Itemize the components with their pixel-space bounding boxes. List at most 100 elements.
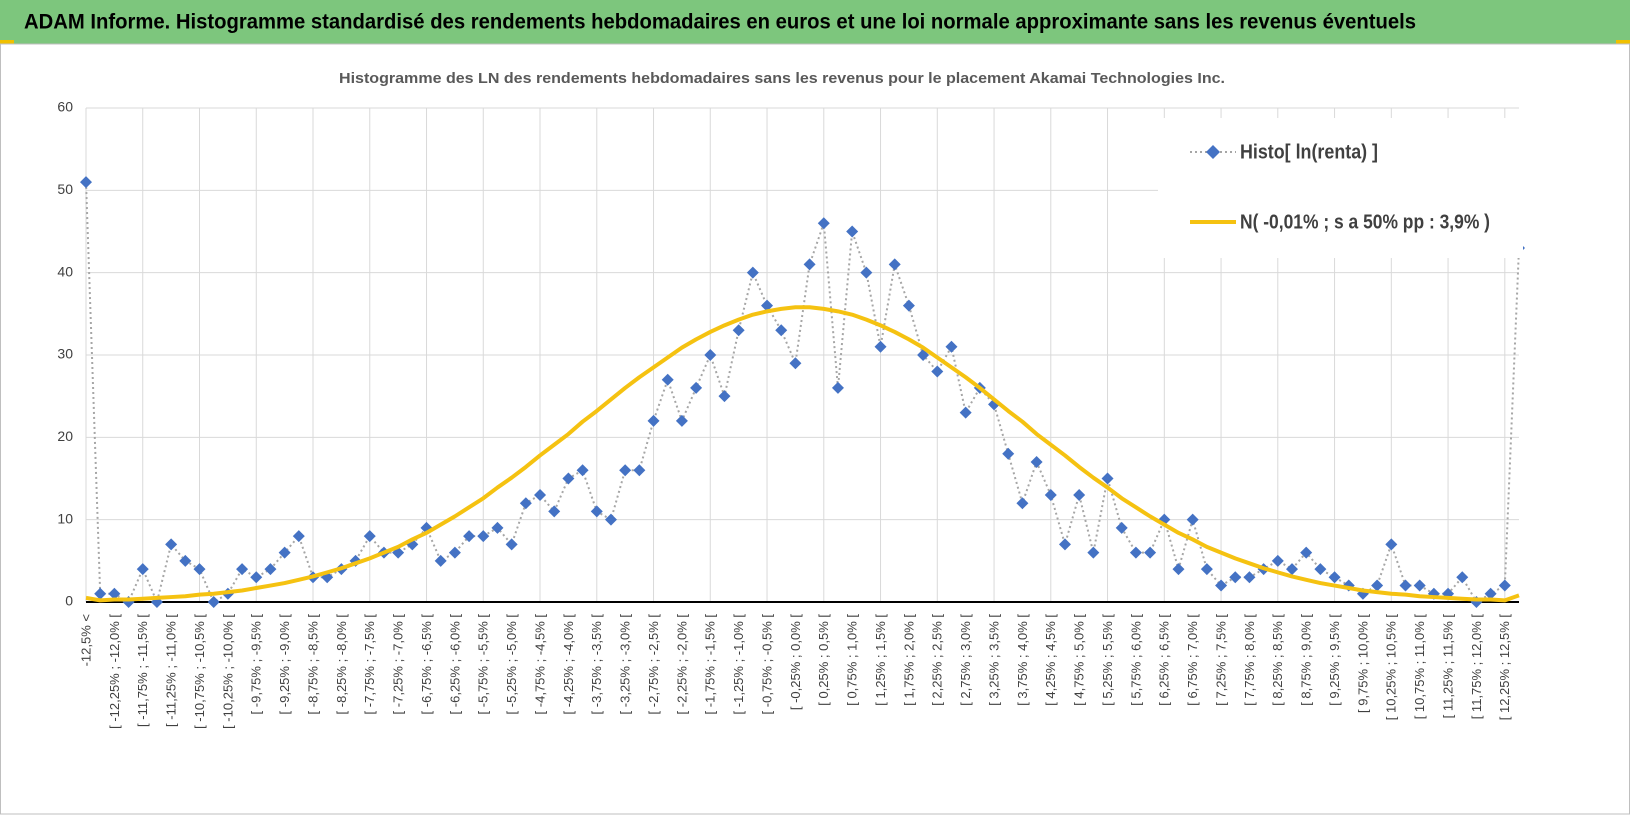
x-tick-label: [ -7,25% ; -7,0% [ — [391, 614, 406, 715]
marker — [1087, 546, 1100, 559]
y-tick-label: 20 — [57, 428, 73, 444]
x-tick-label: [ 10,75% ; 11,0% [ — [1412, 614, 1427, 720]
legend-label: Histo[ ln(renta) ] — [1240, 141, 1378, 163]
x-tick-label: [ 4,25% ; 4,5% [ — [1043, 614, 1058, 706]
marker — [1215, 579, 1228, 592]
marker — [1243, 571, 1256, 584]
x-tick-label: [ -6,75% ; -6,5% [ — [419, 614, 434, 715]
x-tick-label: [ 3,25% ; 3,5% [ — [986, 614, 1001, 706]
marker — [1371, 579, 1384, 592]
header-title: ADAM Informe. Histogramme standardisé de… — [24, 11, 1416, 34]
x-tick-label: [ 1,25% ; 1,5% [ — [873, 614, 888, 706]
marker — [1271, 554, 1284, 567]
marker — [463, 530, 476, 543]
marker — [278, 546, 291, 559]
marker — [1172, 563, 1185, 576]
marker — [1498, 579, 1511, 592]
marker — [803, 258, 816, 271]
marker — [1186, 513, 1199, 526]
header-bar — [0, 0, 1630, 44]
marker — [1413, 579, 1426, 592]
marker — [718, 390, 731, 403]
x-tick-label: [ -0,75% ; -0,5% [ — [759, 614, 774, 715]
x-tick-label: [ -1,25% ; -1,0% [ — [731, 614, 746, 715]
marker — [1101, 472, 1114, 485]
marker — [931, 365, 944, 378]
legend-label: N( -0,01% ; s a 50% pp : 3,9% ) — [1240, 211, 1490, 233]
chart-title: Histogramme des LN des rendements hebdom… — [339, 70, 1225, 87]
marker — [860, 266, 873, 279]
marker — [746, 266, 759, 279]
x-tick-label: [ -9,25% ; -9,0% [ — [277, 614, 292, 715]
marker — [80, 176, 92, 189]
marker — [647, 414, 660, 427]
y-tick-label: 50 — [57, 181, 73, 197]
marker — [250, 571, 263, 584]
x-tick-label: [ 5,25% ; 5,5% [ — [1100, 614, 1115, 706]
marker — [704, 349, 717, 361]
x-tick-label: [ -8,75% ; -8,5% [ — [305, 614, 320, 715]
y-tick-label: 60 — [57, 99, 73, 115]
marker — [1129, 546, 1142, 559]
marker — [1399, 579, 1412, 592]
x-tick-label: [ -8,25% ; -8,0% [ — [334, 614, 349, 715]
marker — [519, 497, 532, 510]
y-tick-label: 30 — [57, 346, 73, 362]
x-tick-label: [ 8,25% ; 8,5% [ — [1270, 614, 1285, 706]
x-tick-label: [ -11,25% ; -11,0% [ — [164, 614, 179, 727]
x-tick-label: [ -11,75% ; -11,5% [ — [135, 614, 150, 727]
marker — [1115, 521, 1128, 534]
marker — [534, 488, 547, 501]
x-tick-label: [ 9,25% ; 9,5% [ — [1327, 614, 1342, 706]
marker — [94, 587, 107, 600]
marker — [1229, 571, 1242, 584]
marker — [732, 324, 745, 337]
marker — [1002, 447, 1015, 460]
x-tick-label: [ 3,75% ; 4,0% [ — [1015, 614, 1030, 706]
marker — [165, 538, 178, 551]
x-tick-label: [ 7,75% ; 8,0% [ — [1242, 614, 1257, 706]
x-tick-label: [ -4,25% ; -4,0% [ — [561, 614, 576, 715]
x-tick-label: [ 1,75% ; 2,0% [ — [901, 614, 916, 706]
x-tick-label: [ -6,25% ; -6,0% [ — [447, 614, 462, 715]
marker — [633, 464, 646, 477]
x-tick-label: [ 5,75% ; 6,0% [ — [1128, 614, 1143, 706]
x-tick-label: [ 2,75% ; 3,0% [ — [958, 614, 973, 706]
marker — [1030, 456, 1043, 469]
normal-curve — [85, 305, 1520, 603]
marker — [590, 505, 603, 518]
x-tick-label: [ 0,75% ; 1,0% [ — [845, 614, 860, 706]
marker — [1200, 563, 1213, 576]
marker — [1300, 546, 1313, 559]
x-tick-label: [ -3,25% ; -3,0% [ — [618, 614, 633, 715]
marker — [207, 596, 220, 608]
marker — [491, 521, 504, 534]
marker — [789, 357, 802, 370]
x-tick-label: [ -0,25% ; 0,0% [ — [788, 614, 803, 710]
legend-box — [1158, 118, 1523, 258]
marker — [761, 299, 774, 312]
marker — [1144, 546, 1157, 559]
x-tick-label: [ 2,25% ; 2,5% [ — [930, 614, 945, 706]
x-tick-label: [ -4,75% ; -4,5% [ — [532, 614, 547, 715]
y-tick-label: 10 — [57, 510, 73, 526]
marker — [619, 464, 632, 477]
marker — [264, 563, 277, 576]
marker — [775, 324, 788, 337]
x-tick-label: [ 6,25% ; 6,5% [ — [1157, 614, 1172, 706]
marker — [136, 563, 149, 576]
x-tick-label: [ 6,75% ; 7,0% [ — [1185, 614, 1200, 706]
x-tick-label: [ -9,75% ; -9,5% [ — [249, 614, 264, 715]
marker — [562, 472, 575, 485]
marker — [846, 225, 859, 238]
marker — [1044, 488, 1057, 501]
x-tick-label: [ -10,75% ; -10,5% [ — [192, 614, 207, 729]
x-tick-label: [ -5,75% ; -5,5% [ — [476, 614, 491, 715]
marker — [1058, 538, 1071, 551]
marker — [1328, 571, 1341, 584]
x-tick-label: [ 4,75% ; 5,0% [ — [1072, 614, 1087, 706]
marker — [576, 464, 589, 477]
header-accent — [0, 40, 14, 44]
legend-swatch — [1206, 145, 1220, 159]
